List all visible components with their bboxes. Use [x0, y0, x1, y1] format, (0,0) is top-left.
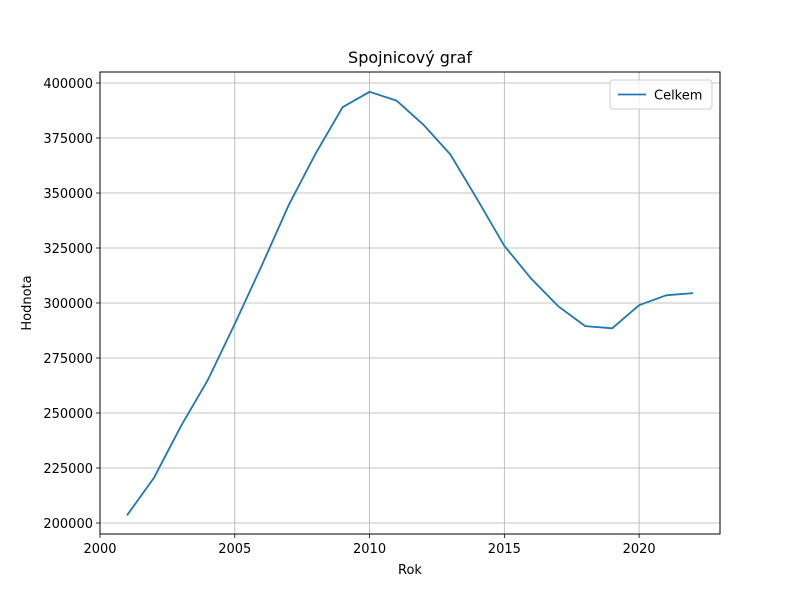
- x-axis-label: Rok: [398, 563, 422, 578]
- y-tick-label: 375000: [43, 132, 93, 147]
- grid-lines: [99, 72, 720, 534]
- x-axis-ticks: 2000 2005 2010 2015 2020: [83, 534, 656, 557]
- y-tick-label: 400000: [43, 77, 93, 92]
- legend: Celkem: [609, 79, 713, 110]
- y-tick-label: 325000: [43, 242, 93, 257]
- x-tick-label: 2020: [623, 542, 656, 557]
- y-axis-ticks: 200000 225000 250000 275000 300000 325000 3500…: [43, 77, 100, 532]
- y-tick-label: 300000: [43, 297, 93, 312]
- x-tick-label: 2015: [488, 542, 521, 557]
- x-tick-label: 2005: [218, 542, 251, 557]
- series-line-celkem: [126, 90, 694, 516]
- y-tick-label: 200000: [43, 517, 93, 532]
- chart-title: Spojnicový graf: [348, 48, 472, 67]
- legend-label: Celkem: [654, 89, 702, 104]
- y-tick-label: 275000: [43, 352, 93, 367]
- x-tick-label: 2000: [83, 542, 116, 557]
- y-tick-label: 250000: [43, 407, 93, 422]
- y-axis-label: Hodnota: [20, 275, 35, 330]
- series-lines: [126, 90, 694, 516]
- y-tick-label: 350000: [43, 187, 93, 202]
- y-tick-label: 225000: [43, 462, 93, 477]
- legend-box: [609, 79, 713, 110]
- x-tick-label: 2010: [353, 542, 386, 557]
